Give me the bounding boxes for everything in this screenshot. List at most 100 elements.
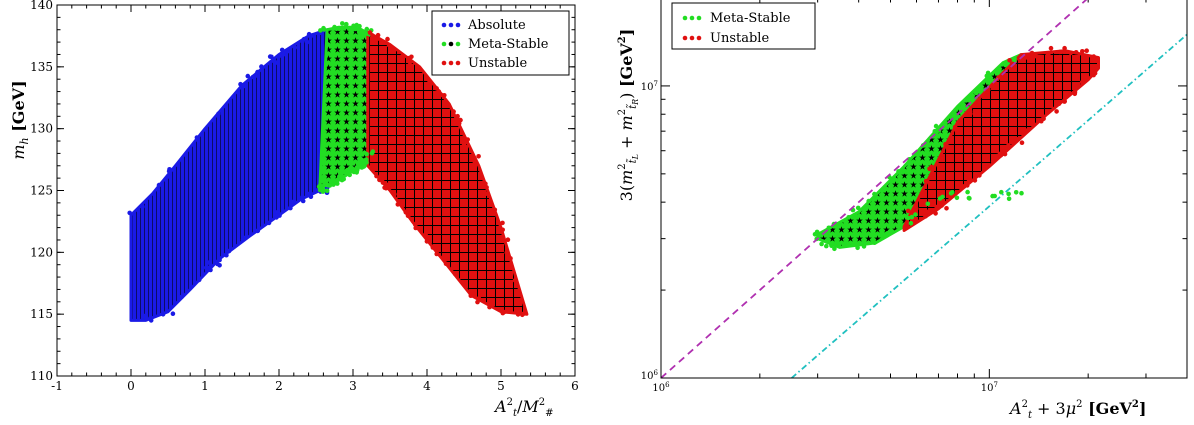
scatter-point — [179, 294, 184, 300]
scatter-point — [245, 73, 251, 79]
scatter-point — [861, 244, 867, 249]
scatter-point — [995, 153, 1000, 159]
reference-line-dash-dot — [791, 33, 1187, 378]
legend-label: Unstable — [468, 56, 527, 71]
scatter-point — [351, 167, 356, 172]
scatter-point — [966, 110, 972, 115]
y-tick-label: 125 — [30, 184, 53, 198]
scatter-point — [320, 189, 326, 194]
scatter-point — [1046, 51, 1051, 56]
scatter-point — [908, 220, 914, 226]
scatter-point — [274, 213, 280, 219]
scatter-point — [453, 271, 458, 277]
scatter-point — [832, 246, 837, 252]
scatter-point — [340, 170, 346, 175]
scatter-point — [927, 166, 932, 172]
scatter-point — [407, 62, 413, 67]
y-tick-label: 120 — [30, 245, 53, 259]
scatter-point — [1012, 56, 1017, 61]
scatter-point — [412, 222, 418, 227]
scatter-point — [475, 299, 480, 305]
legend-marker — [455, 41, 461, 47]
scatter-point — [965, 189, 970, 195]
legend-marker — [441, 22, 447, 28]
scatter-point — [160, 312, 166, 317]
legend-label: Absolute — [467, 18, 526, 33]
x-tick-label: 107 — [981, 381, 998, 394]
scatter-point — [385, 36, 390, 42]
scatter-point — [1091, 54, 1097, 59]
scatter-point — [1029, 50, 1035, 56]
scatter-point — [208, 267, 213, 273]
scatter-point — [925, 201, 931, 207]
scatter-point — [1039, 118, 1044, 124]
scatter-point — [492, 207, 498, 213]
scatter-point — [240, 237, 246, 243]
scatter-point — [423, 233, 429, 238]
legend-marker — [696, 35, 702, 41]
x-tick-label: 0 — [127, 379, 135, 393]
scatter-point — [341, 176, 347, 182]
scatter-point — [427, 78, 432, 84]
scatter-point — [819, 241, 824, 247]
scatter-point — [905, 208, 911, 214]
y-tick-label: 107 — [641, 80, 658, 93]
scatter-point — [451, 109, 456, 114]
scatter-point — [290, 199, 296, 205]
scatter-point — [374, 173, 379, 179]
scatter-point — [324, 188, 330, 194]
scatter-point — [255, 228, 261, 233]
scatter-point — [375, 32, 381, 38]
scatter-point — [500, 220, 505, 226]
scatter-point — [1073, 50, 1079, 55]
scatter-point — [301, 36, 307, 42]
legend-marker — [441, 41, 447, 47]
left-ticks: -1 0 1 2 3 4 5 6 110 115 120 125 130 135 140 — [30, 0, 579, 393]
scatter-point — [824, 243, 829, 249]
scatter-point — [364, 151, 369, 157]
scatter-point — [923, 214, 928, 219]
scatter-point — [370, 33, 375, 38]
scatter-point — [359, 165, 365, 170]
legend-marker — [448, 60, 454, 66]
scatter-point — [406, 55, 411, 61]
scatter-point — [345, 167, 350, 173]
scatter-point — [990, 159, 996, 164]
legend-marker — [441, 60, 447, 66]
legend-label: Unstable — [710, 31, 769, 46]
scatter-point — [386, 43, 392, 48]
left-scatter-points — [127, 21, 526, 323]
scatter-point — [1062, 99, 1067, 104]
scatter-point — [304, 40, 310, 45]
scatter-point — [863, 206, 869, 211]
scatter-point — [961, 184, 967, 189]
scatter-point — [170, 311, 176, 317]
right-plot-frame — [660, 0, 1188, 379]
scatter-point — [308, 194, 314, 199]
scatter-point — [288, 205, 293, 211]
scatter-point — [988, 78, 994, 83]
scatter-point — [336, 26, 342, 32]
right-reference-lines — [661, 0, 1187, 378]
scatter-point — [952, 112, 958, 118]
scatter-point — [515, 307, 520, 313]
scatter-point — [909, 214, 915, 220]
x-tick-label: 106 — [652, 381, 670, 394]
scatter-point — [300, 198, 306, 204]
region-unstable — [366, 30, 529, 316]
region-absolute — [129, 28, 329, 322]
right-regions — [816, 49, 1100, 249]
scatter-point — [828, 241, 834, 247]
scatter-point — [904, 223, 910, 228]
scatter-point — [471, 156, 477, 161]
scatter-point — [1013, 190, 1019, 195]
y-tick-label: 135 — [30, 60, 53, 74]
scatter-point — [166, 168, 172, 174]
scatter-point — [977, 173, 982, 178]
scatter-point — [353, 26, 358, 32]
scatter-point — [306, 31, 312, 37]
scatter-point — [933, 123, 939, 129]
scatter-point — [373, 36, 379, 41]
scatter-point — [377, 177, 382, 183]
legend-marker — [682, 15, 688, 21]
